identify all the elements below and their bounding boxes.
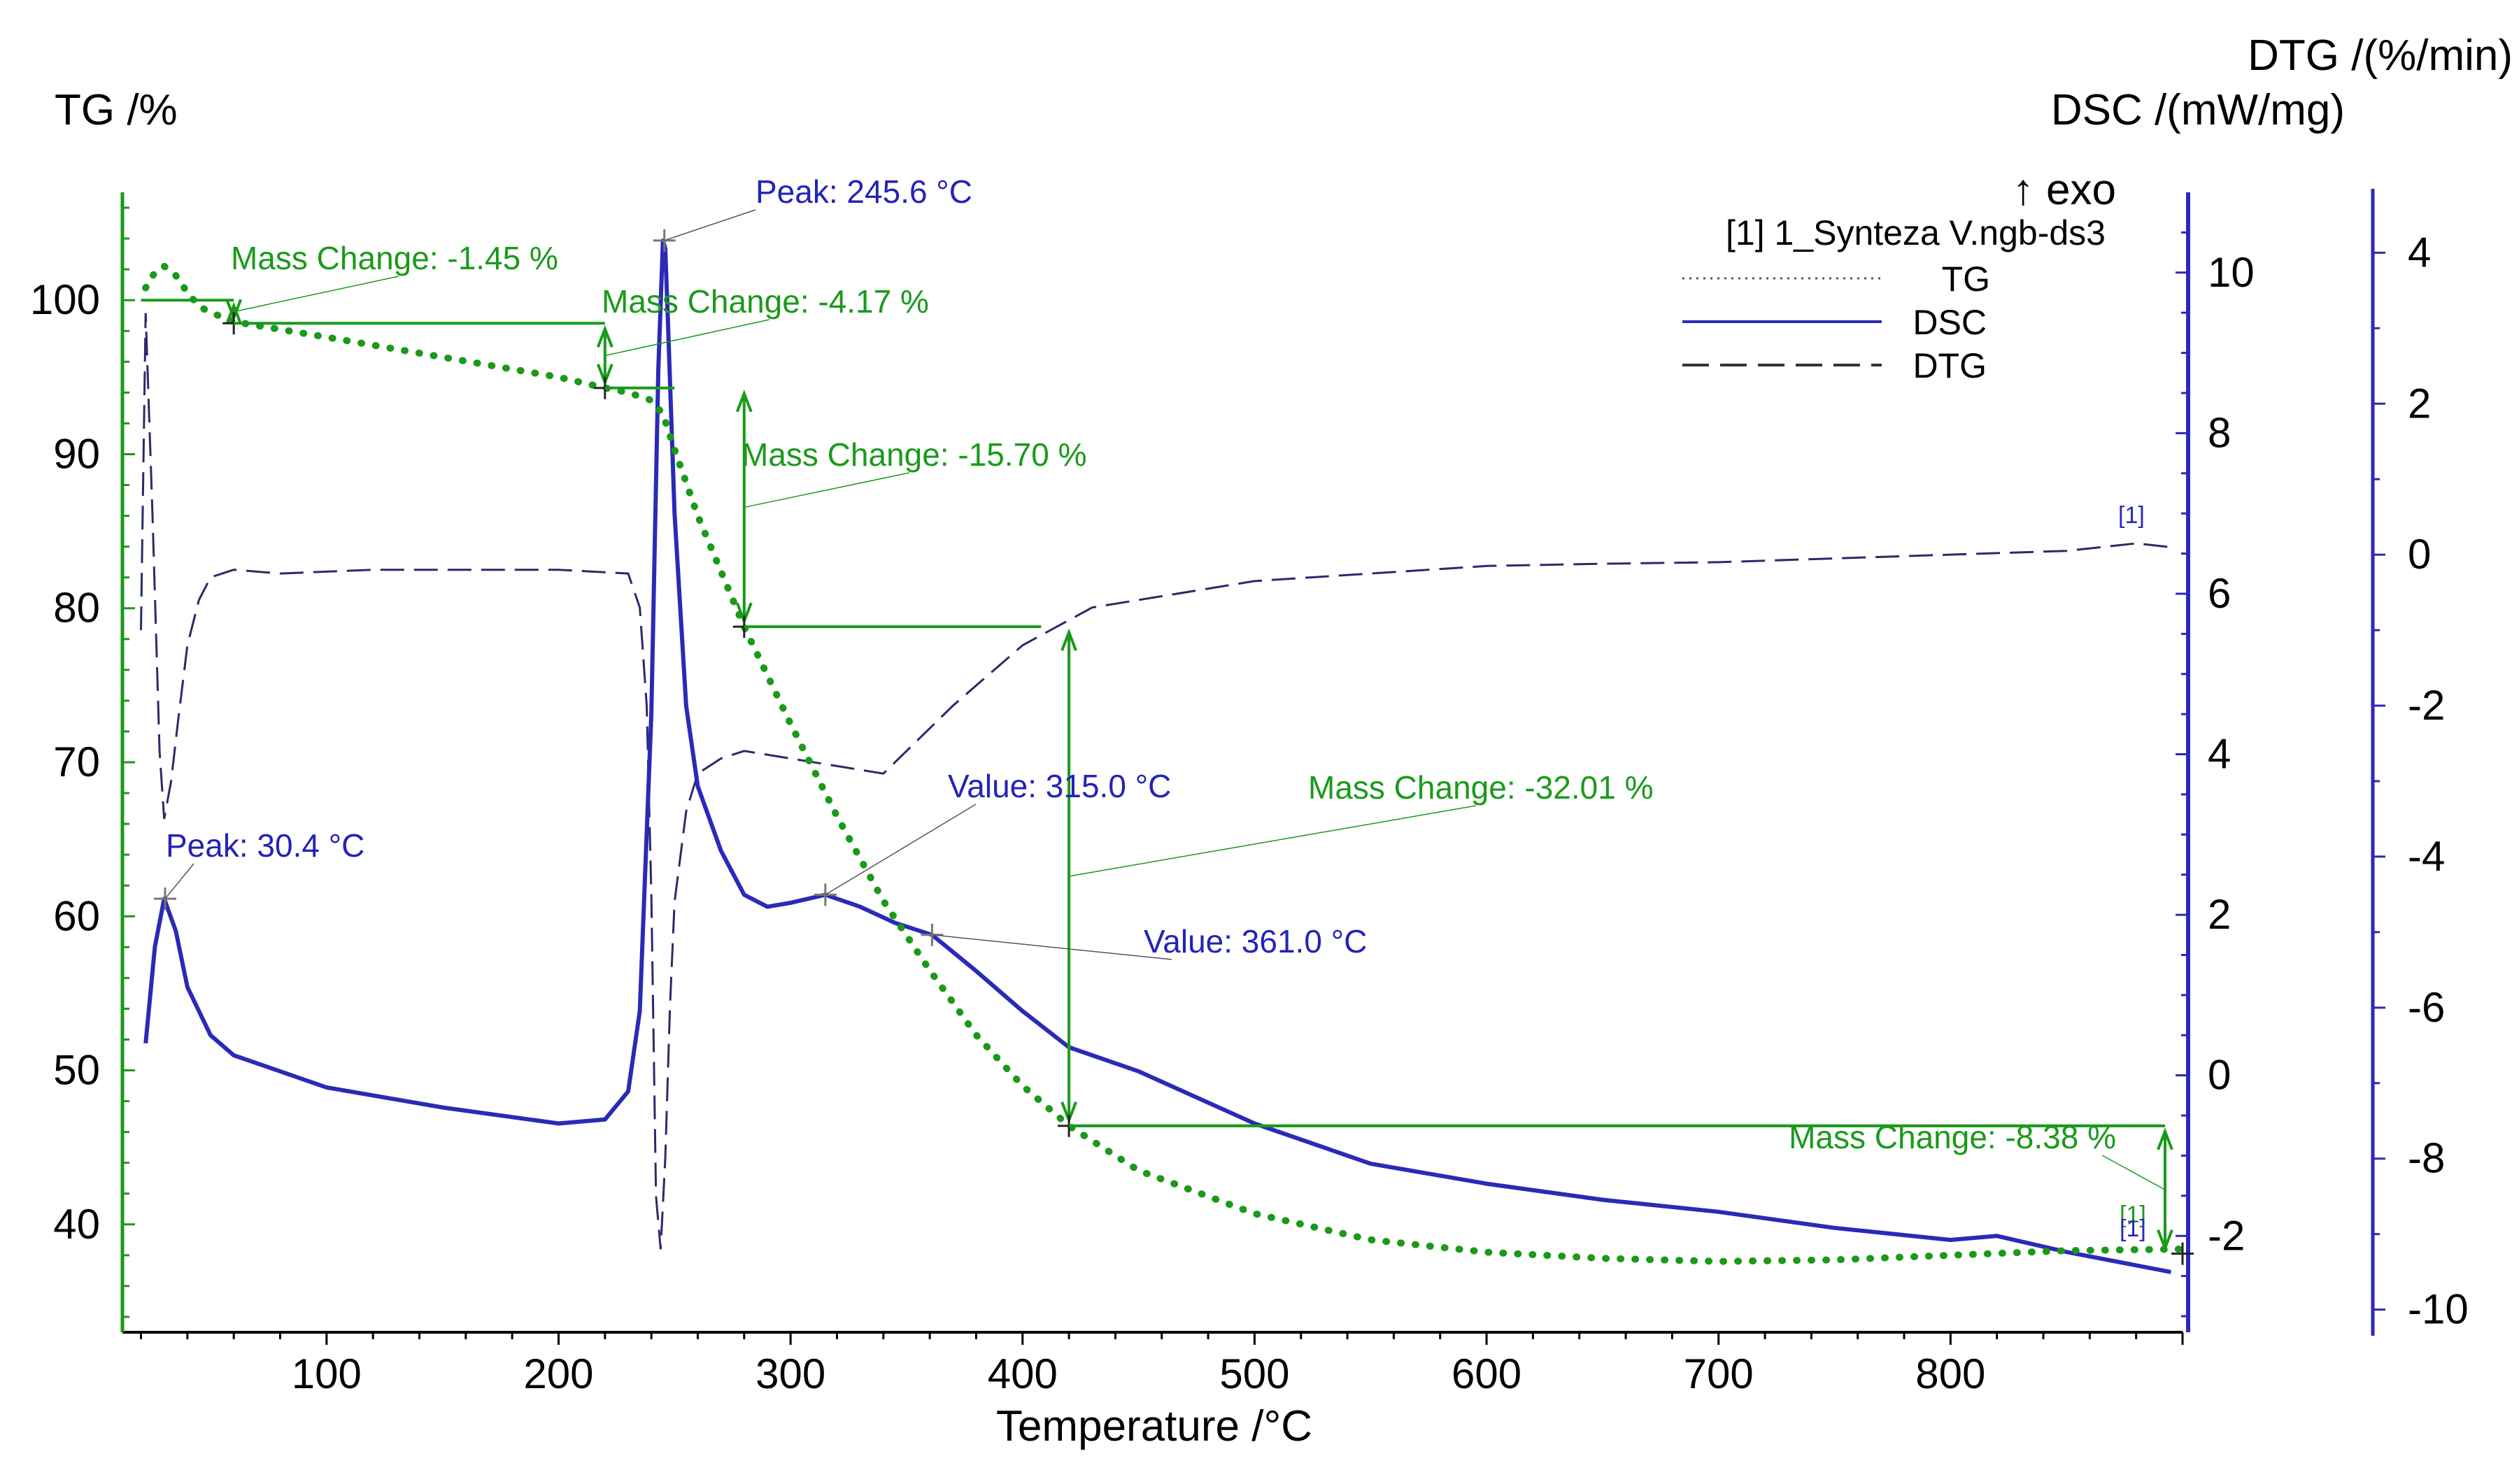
dsc-marker-label: Peak: 245.6 °C xyxy=(755,173,972,210)
x-tick-label: 500 xyxy=(1219,1350,1289,1397)
mass-change-label: Mass Change: -15.70 % xyxy=(741,436,1087,473)
dsc-tick-label: 8 xyxy=(2208,409,2231,456)
dsc-tick-label: 4 xyxy=(2208,731,2231,778)
tg-tick-label: 40 xyxy=(53,1201,100,1248)
x-tick-label: 600 xyxy=(1452,1350,1521,1397)
annotations-layer: Mass Change: -1.45 % Mass Change: -4.17 %… xyxy=(141,173,2194,1265)
tg-tick-label: 90 xyxy=(53,430,100,477)
legend: [1] 1_Synteza V.ngb-ds3 TG DSC DTG xyxy=(1682,213,2106,385)
mass-change-label: Mass Change: -32.01 % xyxy=(1308,769,1654,806)
dsc-marker-leader xyxy=(164,863,194,899)
dsc-marker-label: Value: 315.0 °C xyxy=(948,768,1171,804)
tg-axis-title: TG /% xyxy=(55,86,178,134)
dtg-tick-label: -10 xyxy=(2408,1286,2469,1333)
dtg-tick-label: 4 xyxy=(2408,229,2431,276)
series-end-tag: [1] xyxy=(2120,1201,2146,1228)
dtg-tick-label: 2 xyxy=(2408,380,2431,427)
mass-change-label: Mass Change: -4.17 % xyxy=(602,283,929,320)
dtg-curve xyxy=(140,313,2171,1250)
legend-label-dsc: DSC xyxy=(1913,303,1987,342)
dsc-axis-title: DSC /(mW/mg) xyxy=(2051,86,2345,134)
mass-change-leader xyxy=(1068,805,1477,877)
tg-curve xyxy=(142,262,2186,1265)
series-end-tag: [1] xyxy=(2120,1215,2146,1242)
series-end-tag: [1] xyxy=(2118,502,2145,529)
tg-tick-label: 70 xyxy=(53,739,100,785)
dtg-tick-label: -2 xyxy=(2408,682,2445,729)
legend-label-tg: TG xyxy=(1942,259,1990,299)
dtg-tick-label: -8 xyxy=(2408,1135,2445,1182)
legend-title: [1] 1_Synteza V.ngb-ds3 xyxy=(1726,213,2106,252)
tg-tick-label: 100 xyxy=(30,276,100,323)
dsc-tick-label: 6 xyxy=(2208,570,2231,617)
mass-change-leader xyxy=(234,276,399,313)
x-tick-label: 800 xyxy=(1915,1350,1985,1397)
mass-change-arrow-head xyxy=(596,324,613,348)
mass-change-label: Mass Change: -8.38 % xyxy=(1789,1119,2116,1155)
dsc-tick-label: 2 xyxy=(2208,891,2231,938)
dsc-marker-leader xyxy=(825,804,977,896)
mass-change-arrow-head xyxy=(225,301,243,324)
mass-change-arrow-head xyxy=(735,390,753,413)
dtg-tick-label: -6 xyxy=(2408,984,2445,1031)
dtg-tick-label: -4 xyxy=(2408,833,2445,880)
exo-indicator: ↑ exo xyxy=(2013,166,2116,214)
axes-layer: 100 200 300 400 500 600 700 800405060708090100-… xyxy=(30,189,2469,1397)
tg-tick-label: 60 xyxy=(53,892,100,939)
dsc-marker-label: Peak: 30.4 °C xyxy=(166,827,364,864)
dsc-tick-label: 0 xyxy=(2208,1052,2231,1099)
mass-change-arrow-head xyxy=(2157,1229,2173,1253)
dsc-tick-label: 10 xyxy=(2208,249,2255,296)
mass-change-leader xyxy=(2101,1155,2166,1190)
dsc-marker-leader xyxy=(932,934,1172,960)
mass-change-leader xyxy=(744,472,910,508)
dsc-marker-leader xyxy=(664,209,756,241)
dsc-curve xyxy=(143,238,2171,1274)
x-tick-label: 400 xyxy=(988,1350,1058,1397)
tg-tick-label: 50 xyxy=(53,1047,100,1094)
dsc-tick-label: -2 xyxy=(2208,1212,2245,1259)
legend-label-dtg: DTG xyxy=(1913,346,1987,385)
x-axis-title: Temperature /°C xyxy=(996,1402,1312,1450)
tg-tick-label: 80 xyxy=(53,585,100,632)
mass-change-arrow-head xyxy=(2157,1127,2173,1150)
mass-change-label: Mass Change: -1.45 % xyxy=(231,240,558,276)
dtg-tick-label: 0 xyxy=(2408,531,2431,578)
mass-change-leader xyxy=(604,319,770,357)
curves-layer xyxy=(140,238,2186,1274)
x-tick-label: 300 xyxy=(755,1350,825,1397)
x-tick-label: 100 xyxy=(292,1350,362,1397)
mass-change-arrow-head xyxy=(1060,628,1077,651)
dtg-axis-title: DTG /(%/min) xyxy=(2248,31,2513,80)
x-tick-label: 700 xyxy=(1684,1350,1754,1397)
dsc-marker-label: Value: 361.0 °C xyxy=(1144,923,1367,959)
x-tick-label: 200 xyxy=(523,1350,593,1397)
